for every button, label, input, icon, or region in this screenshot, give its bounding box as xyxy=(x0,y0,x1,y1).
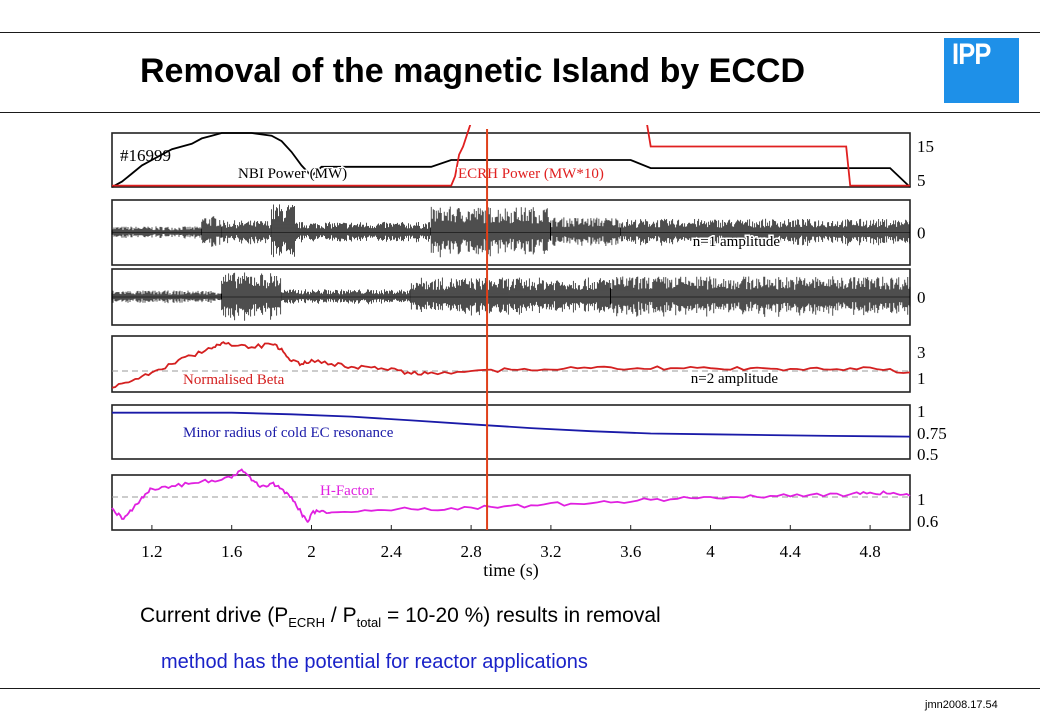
xtick-label-9: 4.8 xyxy=(859,542,880,561)
bullet1-suffix: = 10-20 %) results in removal xyxy=(381,604,661,627)
ytick-label-power-1: 5 xyxy=(917,171,926,190)
title-rule xyxy=(0,112,1040,113)
xtick-label-0: 1.2 xyxy=(141,542,162,561)
logo-text: IPP xyxy=(952,38,991,71)
panel-label-n2: n=2 amplitude xyxy=(691,371,779,387)
series-n1-amplitude xyxy=(111,204,911,258)
xtick-label-4: 2.8 xyxy=(460,542,481,561)
legend-ecrh-power: ECRH Power (MW*10) xyxy=(458,166,604,182)
ytick-label-beta-1: 1 xyxy=(917,369,926,388)
footer-id: jmn2008.17.54 xyxy=(925,699,998,711)
series-line-power-1 xyxy=(112,125,910,187)
panel-frame-hfactor xyxy=(111,474,911,531)
panel-label-hfactor: H-Factor xyxy=(320,483,374,499)
xtick-label-8: 4.4 xyxy=(780,542,802,561)
xtick-label-3: 2.4 xyxy=(381,542,403,561)
panel-label-n1: n=1 amplitude xyxy=(693,234,781,250)
shot-number-label: #16999 xyxy=(120,146,171,165)
ytick-label-radius-2: 0.5 xyxy=(917,445,938,464)
series-n2-amplitude xyxy=(111,272,911,321)
bullet-current-drive: Current drive (PECRH / Ptotal = 10-20 %)… xyxy=(140,604,661,630)
panel-frame-power xyxy=(111,132,911,188)
x-axis-title: time (s) xyxy=(483,560,539,581)
slide-title: Removal of the magnetic Island by ECCD xyxy=(140,52,806,90)
panel-frame-radius xyxy=(111,404,911,460)
series-line-beta-0 xyxy=(111,341,911,389)
ytick-label-hfactor-0: 1 xyxy=(917,490,926,509)
ytick-label-radius-0: 1 xyxy=(917,402,926,421)
xtick-label-6: 3.6 xyxy=(620,542,641,561)
ytick-label-radius-1: 0.75 xyxy=(917,424,947,443)
bullet1-sub-ecrh: ECRH xyxy=(288,615,326,631)
xtick-label-2: 2 xyxy=(307,542,316,561)
ytick-label-power-0: 15 xyxy=(917,137,934,156)
panel-frame-beta xyxy=(111,335,911,393)
bullet1-mid: / P xyxy=(325,604,357,627)
legend-nbi-power: NBI Power (MW) xyxy=(238,166,347,182)
panel-label-beta: Normalised Beta xyxy=(183,372,285,388)
series-line-power-0 xyxy=(111,132,911,188)
panel-label-radius: Minor radius of cold EC resonance xyxy=(183,425,394,441)
ytick-label-hfactor-1: 0.6 xyxy=(917,512,938,531)
bottom-rule xyxy=(0,688,1040,689)
bullet1-prefix: Current drive (P xyxy=(140,604,289,627)
ipp-logo: IPP xyxy=(944,38,1019,103)
series-line-radius-0 xyxy=(112,411,911,438)
ytick-label-n1-0: 0 xyxy=(917,224,926,243)
xtick-label-7: 4 xyxy=(706,542,715,561)
bullet-reactor-applications: method has the potential for reactor app… xyxy=(161,651,588,673)
xtick-label-1: 1.6 xyxy=(221,542,242,561)
bullet1-sub-total: total xyxy=(356,615,382,631)
xtick-label-5: 3.2 xyxy=(540,542,561,561)
top-rule xyxy=(0,32,1040,33)
series-line-hfactor-0 xyxy=(111,468,911,523)
ytick-label-n2-0: 0 xyxy=(917,288,926,307)
ytick-label-beta-0: 3 xyxy=(917,343,926,362)
